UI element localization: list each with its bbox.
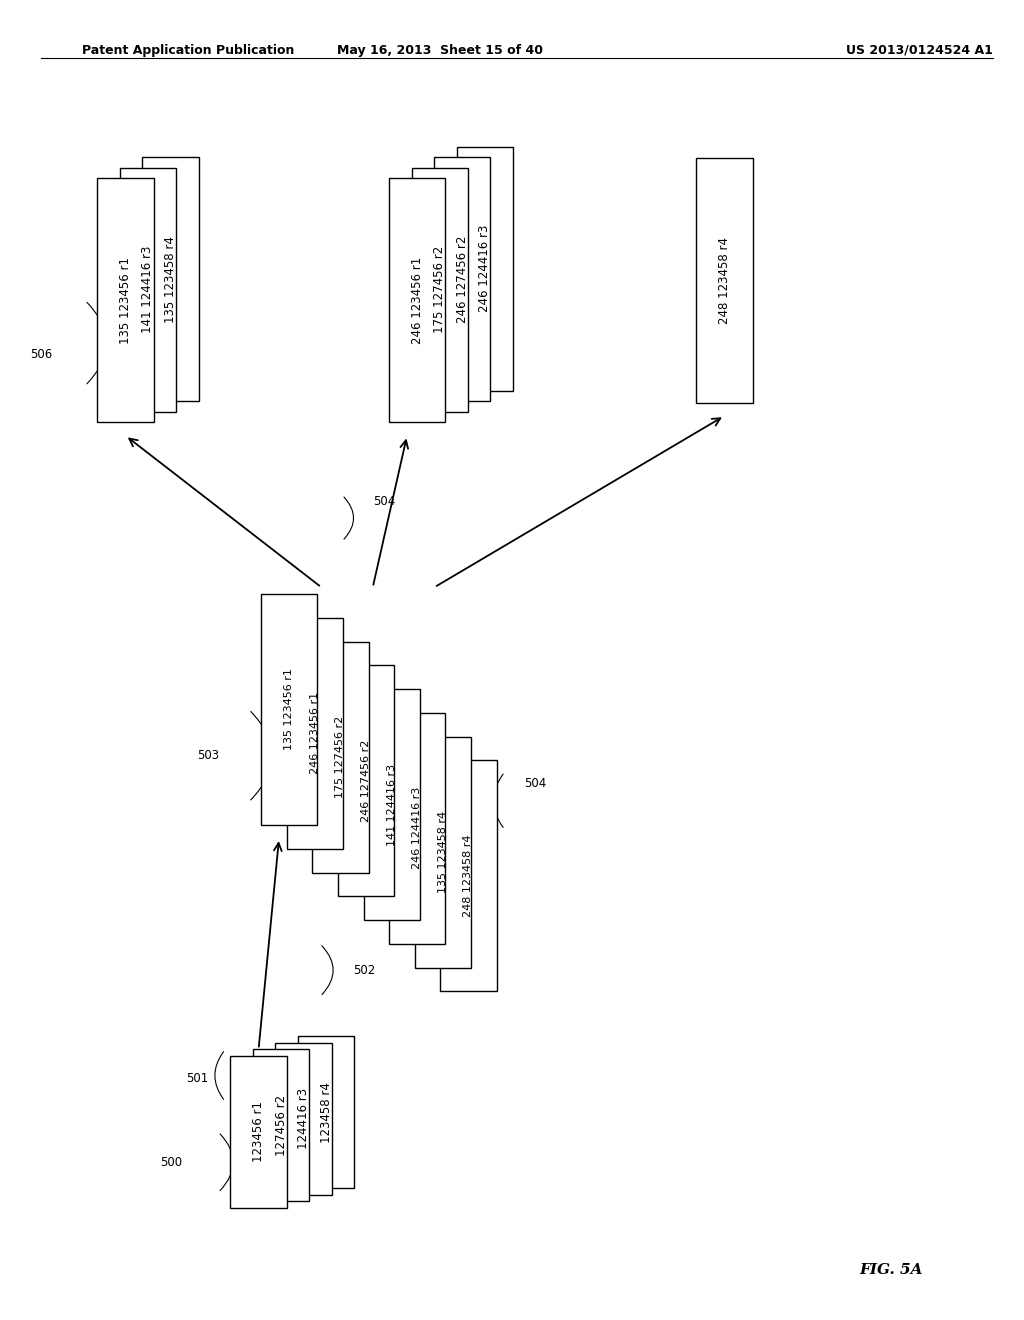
Text: 246 127456 r2: 246 127456 r2: [456, 235, 469, 323]
Text: 500: 500: [160, 1156, 182, 1168]
Text: 504: 504: [373, 495, 395, 508]
Bar: [457, 147, 513, 391]
Text: 246 124416 r3: 246 124416 r3: [413, 787, 422, 870]
Text: 504: 504: [524, 777, 547, 789]
Text: 246 124416 r3: 246 124416 r3: [478, 224, 492, 313]
Bar: [415, 737, 471, 968]
Bar: [287, 618, 343, 849]
Bar: [696, 158, 753, 403]
Text: 501: 501: [186, 1072, 209, 1085]
Bar: [298, 1036, 354, 1188]
Bar: [338, 665, 394, 896]
Bar: [120, 168, 176, 412]
Bar: [364, 689, 420, 920]
Text: 175 127456 r2: 175 127456 r2: [336, 715, 345, 799]
Text: 123456 r1: 123456 r1: [252, 1101, 265, 1163]
Bar: [389, 713, 445, 944]
Text: US 2013/0124524 A1: US 2013/0124524 A1: [847, 44, 993, 57]
Bar: [97, 178, 154, 422]
Text: FIG. 5A: FIG. 5A: [859, 1263, 923, 1276]
Text: 246 123456 r1: 246 123456 r1: [411, 256, 424, 345]
Text: 141 124416 r3: 141 124416 r3: [141, 246, 155, 334]
Text: 248 123458 r4: 248 123458 r4: [464, 834, 473, 917]
Bar: [440, 760, 497, 991]
Text: 246 123456 r1: 246 123456 r1: [310, 692, 319, 775]
Text: 135 123458 r4: 135 123458 r4: [438, 810, 447, 894]
Text: 135 123456 r1: 135 123456 r1: [285, 668, 294, 751]
Text: 135 123458 r4: 135 123458 r4: [164, 236, 177, 322]
Bar: [142, 157, 199, 401]
Bar: [230, 1056, 287, 1208]
Text: 502: 502: [352, 964, 375, 977]
Text: 506: 506: [30, 347, 52, 360]
Bar: [261, 594, 317, 825]
Bar: [434, 157, 490, 401]
Bar: [389, 178, 445, 422]
Text: 248 123458 r4: 248 123458 r4: [718, 238, 731, 323]
Bar: [412, 168, 468, 412]
Bar: [275, 1043, 332, 1195]
Text: 123458 r4: 123458 r4: [319, 1081, 333, 1143]
Text: 503: 503: [197, 750, 219, 762]
Text: 246 127456 r2: 246 127456 r2: [361, 739, 371, 822]
Bar: [253, 1049, 309, 1201]
Text: 175 127456 r2: 175 127456 r2: [433, 246, 446, 334]
Text: 127456 r2: 127456 r2: [274, 1094, 288, 1156]
Bar: [312, 642, 369, 873]
Text: May 16, 2013  Sheet 15 of 40: May 16, 2013 Sheet 15 of 40: [337, 44, 544, 57]
Text: 124416 r3: 124416 r3: [297, 1088, 310, 1150]
Text: 135 123456 r1: 135 123456 r1: [119, 257, 132, 343]
Text: Patent Application Publication: Patent Application Publication: [82, 44, 294, 57]
Text: 141 124416 r3: 141 124416 r3: [387, 763, 396, 846]
